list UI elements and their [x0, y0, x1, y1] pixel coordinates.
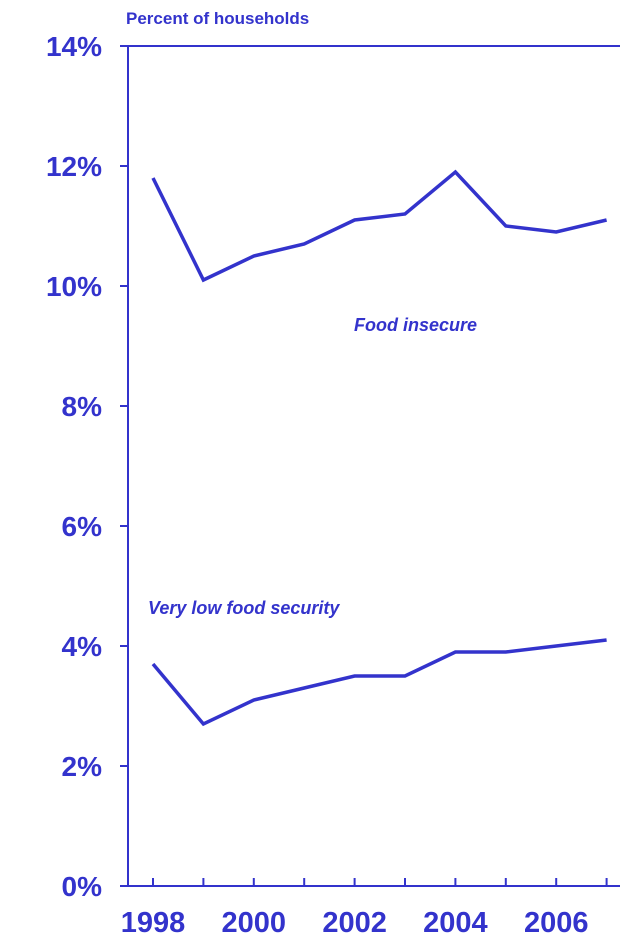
x-ticks: 1998 2000 2002 2004 2006 — [121, 878, 608, 939]
y-axis-title: Percent of households — [126, 9, 309, 28]
y-tick-label: 10% — [46, 271, 102, 302]
y-tick-label: 6% — [62, 511, 103, 542]
annotation-food-insecure: Food insecure — [354, 315, 477, 335]
y-ticks: 0% 2% 4% 6% 8% 10% 12% 14% — [46, 31, 128, 902]
y-tick-label: 2% — [62, 751, 103, 782]
series-lines — [151, 169, 608, 727]
y-tick-label: 12% — [46, 151, 102, 182]
x-tick-label: 2000 — [222, 907, 287, 939]
y-tick-label: 8% — [62, 391, 103, 422]
x-tick-label: 2006 — [524, 907, 589, 939]
y-tick-label: 14% — [46, 31, 102, 62]
y-tick-label: 4% — [62, 631, 103, 662]
y-tick-label: 0% — [62, 871, 103, 902]
series-line-food-insecure — [151, 169, 608, 283]
x-tick-label: 2002 — [322, 907, 387, 939]
x-tick-label: 1998 — [121, 907, 186, 939]
series-line-very-low-food-security — [151, 638, 607, 727]
x-tick-label: 2004 — [423, 907, 488, 939]
annotation-very-low-food-security: Very low food security — [148, 598, 340, 618]
